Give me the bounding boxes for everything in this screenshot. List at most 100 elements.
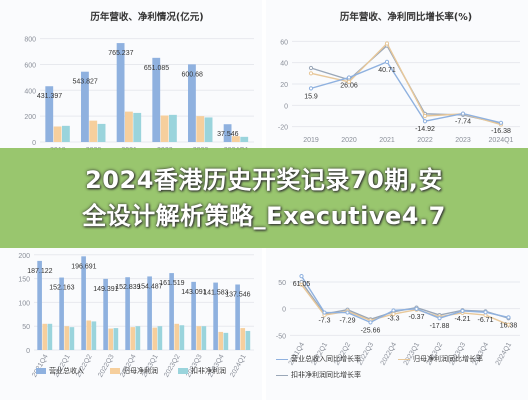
y-tick-label: 0 [284,103,288,110]
bar [157,326,163,350]
x-tick-label: 2019 [303,137,319,144]
data-label: -16.38 [491,128,511,135]
line-point [437,316,442,321]
bar [204,117,213,142]
series-line [300,275,509,324]
legend-label-net-profit-yoy: 归母净利润同比增长率 [413,355,483,363]
banner-headline: 2024香港历史开奖记录70期,安 全设计解析策略_Executive4.7 [6,162,522,234]
data-label: 196.691 [71,263,96,270]
bar [152,57,161,142]
bar [135,326,141,350]
legend-item-deducted-profit: 扣非净利润 [178,366,226,376]
bar [218,331,224,350]
legend-line-revenue-yoy [276,358,288,360]
bar [213,282,218,350]
bar [113,328,119,350]
line-legend: 营业总收入同比增长率 归母净利润同比增长率 扣非净利润同比增长率 [266,350,528,394]
bar [125,277,130,350]
line-point [384,41,390,46]
bar [245,330,251,350]
data-label: -3.3 [387,315,399,322]
line-point [345,310,350,315]
bar [191,281,196,350]
y-tick-label: 600 [24,62,36,69]
bar [188,64,196,142]
bar-legend: 营业总收入 归母净利润 扣非净利润 [0,364,262,384]
bar [232,136,240,142]
bar [53,126,62,142]
data-label: 154.487 [137,283,162,290]
y-tick-label: 20 [280,82,288,89]
legend-label-net-profit: 归母净利润 [123,367,158,375]
bar [69,327,75,350]
banner-line-1: 2024香港历史开奖记录70期,安 [85,166,443,194]
bar [223,332,229,350]
legend-item-revenue-yoy: 营业总收入同比增长率 [276,354,361,364]
series-line [310,61,502,124]
bar [47,323,53,350]
annual-bar-chart: 历年营收、净利情况(亿元)020040060080020192020202120… [24,11,254,150]
legend-swatch-net-profit [110,368,120,374]
data-label: 40.71 [378,67,396,74]
bar [196,326,202,350]
bar [240,328,246,350]
x-tick-label: 2021 [379,137,395,144]
data-label: 152.163 [49,285,74,292]
data-label: 15.9 [304,93,318,100]
line-point [308,65,314,71]
bar [160,115,169,142]
line-point [346,79,352,84]
y-tick-label: 0 [26,348,30,355]
legend-swatch-deducted-profit [178,368,188,374]
y-tick-label: 200 [24,114,36,121]
data-label: -14.92 [415,126,435,133]
data-label: -4.21 [455,316,471,323]
line-point [506,315,511,320]
legend-line-deducted-yoy [276,374,288,376]
banner-line-2: 全设计解析策略_Executive4.7 [82,202,446,230]
bar [201,326,207,350]
line-point [299,274,304,279]
line-point [498,120,504,125]
y-tick-label: 400 [24,88,36,95]
bar [81,71,89,142]
data-label: 149.391 [93,286,118,293]
bar [235,284,240,350]
quarterly-growth-panel: -50 0 50 2021Q4 2022Q1 2022Q2 2022Q3 2022Q4 2023… [266,240,528,400]
y-tick-label: -20 [278,125,288,132]
legend-item-revenue: 营业总收入 [36,366,84,376]
bar [223,124,232,142]
data-label: 431.397 [37,93,62,100]
bar [116,43,125,143]
line-point [506,322,511,327]
line-point [308,86,314,91]
data-label: 152.839 [115,284,140,291]
y-tick-label: 100 [18,300,30,307]
line-point [422,119,428,124]
line-point [346,75,352,80]
legend-item-net-profit: 归母净利润 [110,366,158,376]
y-tick-label: 800 [24,37,36,44]
line-point [460,111,466,116]
data-label: 543.827 [73,79,98,86]
legend-item-net-profit-yoy: 归母净利润同比增长率 [398,354,483,364]
line-point [422,113,428,119]
data-label: 141.583 [203,290,228,297]
bar [61,125,70,142]
data-label: 137.546 [225,292,250,299]
legend-label-deducted-yoy: 扣非净利润同比增长率 [291,371,361,379]
bar [42,323,48,350]
data-label: 600.68 [181,71,203,78]
line-point [299,282,304,287]
y-tick-label: -50 [276,333,286,340]
x-tick-label: 2023 [455,137,471,144]
line-point [414,306,419,311]
line-point [308,71,314,76]
y-tick-label: 150 [18,277,30,284]
data-label: 651.085 [144,65,169,72]
bar [169,273,174,350]
bar [168,114,177,142]
bar [147,276,152,350]
y-tick-label: 50 [22,324,30,331]
